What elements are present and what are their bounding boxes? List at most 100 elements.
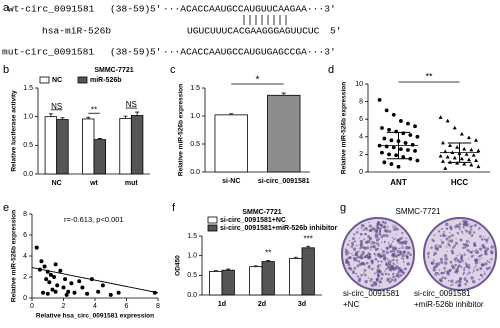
colony <box>378 280 382 284</box>
colony <box>374 253 376 256</box>
colony <box>358 262 363 267</box>
y-axis-label: Relative miR-526b expression <box>341 82 348 174</box>
point <box>396 164 401 169</box>
colony <box>368 264 371 267</box>
colony <box>357 260 361 263</box>
colony <box>485 241 488 244</box>
colony <box>482 236 485 238</box>
colony <box>401 236 404 239</box>
colony <box>391 240 394 243</box>
colony <box>379 270 382 274</box>
colony <box>463 253 466 256</box>
colony <box>454 241 459 245</box>
point <box>406 121 410 126</box>
colony <box>398 241 401 245</box>
colony <box>456 280 459 283</box>
colony <box>390 278 394 282</box>
y-tick-label: 1.5 <box>187 233 197 240</box>
colony <box>389 250 393 253</box>
colony <box>488 261 491 264</box>
colony <box>468 241 471 243</box>
colony <box>395 227 399 231</box>
colony <box>390 243 393 245</box>
colony <box>378 285 381 287</box>
colony <box>472 269 475 272</box>
bar <box>214 114 248 173</box>
point <box>445 118 450 123</box>
x-tick-label: 4 <box>93 303 97 310</box>
colony <box>381 249 386 254</box>
colony <box>464 229 467 231</box>
y-axis-label: Relative miR-526b expression <box>11 210 18 302</box>
y-tick-label: 8 <box>359 98 363 105</box>
colony <box>465 229 469 233</box>
colony <box>388 242 390 244</box>
colony <box>481 257 483 259</box>
colony <box>445 246 448 248</box>
point <box>415 134 420 139</box>
colony <box>479 247 483 251</box>
colony <box>352 254 355 257</box>
colony <box>468 263 471 266</box>
colony <box>460 256 464 260</box>
significance: ** <box>91 105 97 114</box>
colony <box>370 246 373 249</box>
point <box>408 133 413 137</box>
point <box>440 159 445 163</box>
point <box>387 127 391 132</box>
annotation: r=-0.613, p<0.001 <box>64 215 124 224</box>
significance: ** <box>425 71 433 81</box>
colony <box>400 247 402 249</box>
panel-letter: d <box>328 64 334 76</box>
colony <box>483 271 486 273</box>
colony <box>480 238 484 241</box>
point <box>408 156 413 161</box>
colony <box>392 258 395 262</box>
colony <box>347 243 350 246</box>
significance: NS <box>126 100 137 109</box>
colony <box>375 254 377 257</box>
colony <box>440 239 443 241</box>
y-tick-label: 10 <box>355 81 363 88</box>
colony <box>463 246 467 249</box>
colony <box>399 250 401 252</box>
colony <box>352 256 356 260</box>
colony <box>488 266 492 270</box>
colony <box>375 224 378 227</box>
colony <box>446 228 449 230</box>
chart-title: SMMC-7721 <box>94 67 133 74</box>
seq-name: mut-circ_0091581 <box>2 47 94 58</box>
colony <box>369 248 372 251</box>
point <box>391 112 396 117</box>
colony <box>355 230 359 234</box>
point <box>406 148 410 152</box>
colony <box>377 242 380 245</box>
point <box>466 157 471 162</box>
colony <box>363 224 365 227</box>
colony <box>370 267 374 271</box>
colony <box>462 268 466 272</box>
colony <box>458 283 460 285</box>
colony <box>436 262 441 266</box>
colony <box>391 246 395 250</box>
colony <box>406 262 411 266</box>
colony <box>363 272 365 275</box>
point <box>413 124 417 129</box>
x-tick-label: wt <box>89 180 98 187</box>
colony <box>471 279 476 284</box>
x-tick-label: 1d <box>218 301 226 308</box>
colony <box>366 253 369 257</box>
colony <box>471 272 474 274</box>
error-bar <box>253 265 258 267</box>
colony <box>448 235 451 239</box>
colony <box>386 277 389 280</box>
error-bar <box>60 117 65 120</box>
colony <box>431 238 434 242</box>
y-tick-label: 1.5 <box>23 85 33 92</box>
colony <box>351 241 354 245</box>
colony <box>439 234 442 237</box>
colony <box>457 283 461 288</box>
colony <box>474 261 479 265</box>
colony <box>392 238 395 240</box>
point <box>39 259 44 264</box>
